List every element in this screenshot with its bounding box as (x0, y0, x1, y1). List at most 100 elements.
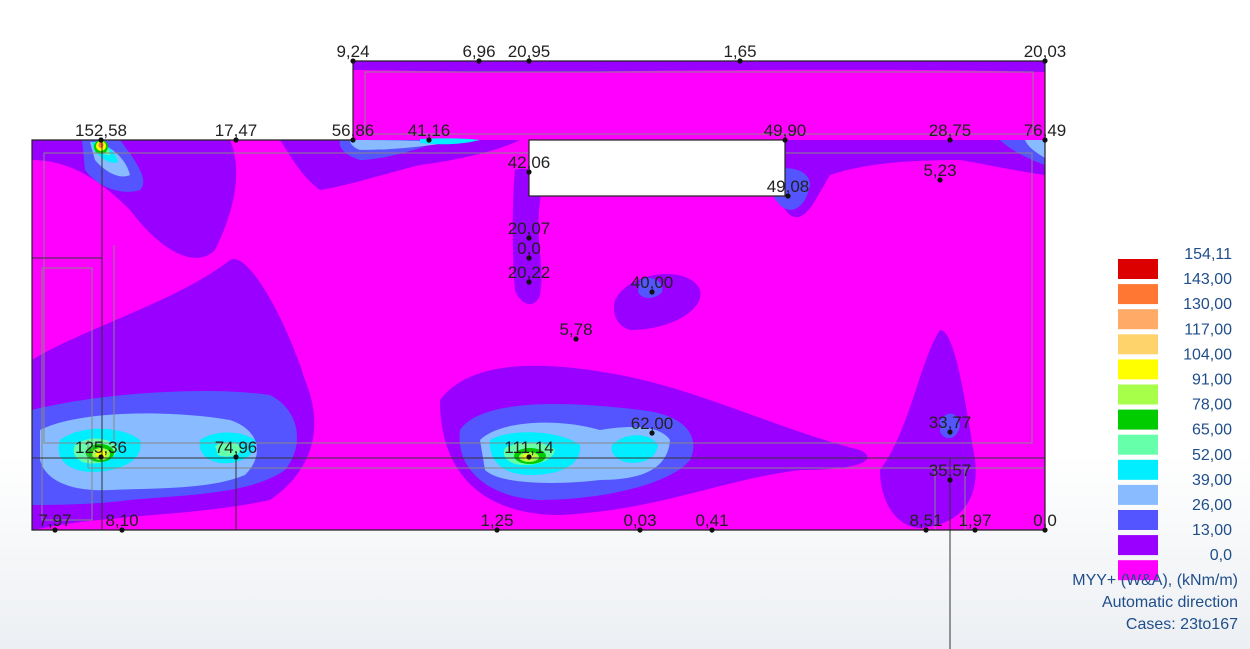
result-point (1042, 137, 1048, 143)
legend-value: 91,00 (1192, 372, 1232, 389)
result-point (526, 58, 532, 64)
contour-zone (215, 442, 242, 457)
point-value-label: 9,24 (336, 42, 369, 61)
result-point (526, 255, 532, 261)
point-value-label: 152,58 (75, 121, 127, 140)
point-value-label: 49,90 (764, 121, 807, 140)
result-point (350, 137, 356, 143)
result-point (737, 58, 743, 64)
legend-value: 65,00 (1192, 422, 1232, 439)
result-point (947, 137, 953, 143)
legend-swatch (1118, 359, 1158, 380)
legend-value: 154,11 (1184, 246, 1232, 263)
point-value-label: 8,10 (105, 511, 138, 530)
result-point (972, 527, 978, 533)
contour-zone (98, 142, 104, 148)
result-point (637, 527, 643, 533)
legend-value: 26,00 (1192, 497, 1232, 514)
legend-swatch (1118, 510, 1158, 530)
result-point (782, 137, 788, 143)
result-point (709, 527, 715, 533)
legend-value: 39,00 (1192, 472, 1232, 489)
point-value-label: 20,95 (508, 42, 551, 61)
contour-zone (940, 413, 960, 439)
result-point (494, 527, 500, 533)
legend-swatch (1118, 284, 1158, 305)
legend-cases: Cases: 23to167 (1125, 616, 1238, 633)
opening-outline (528, 139, 786, 197)
result-point (526, 279, 532, 285)
legend-swatch (1118, 434, 1158, 455)
point-value-label: 62,00 (631, 414, 674, 433)
contour-zone (420, 138, 480, 145)
result-point (937, 177, 943, 183)
result-point (526, 169, 532, 175)
contour-zone (353, 61, 1045, 72)
result-point (476, 58, 482, 64)
result-point (573, 336, 579, 342)
legend-swatch (1118, 484, 1158, 505)
point-value-label: 0,41 (695, 511, 728, 530)
legend-caption: MYY+ (W&A), (kNm/m) Automatic direction … (1000, 570, 1238, 636)
point-value-label: 35,57 (929, 461, 972, 480)
contour-zone (32, 140, 237, 258)
value-labels: 9,24 6,96 20,95 1,65 20,03 152,58 17,47 56,86 41… (38, 42, 1066, 533)
point-value-label: 0,0 (517, 239, 541, 258)
result-point (119, 527, 125, 533)
legend-quantity: MYY+ (W&A), (kNm/m) (1072, 572, 1238, 589)
result-point (649, 430, 655, 436)
legend-swatch (1118, 384, 1158, 405)
point-value-label: 33,77 (929, 413, 972, 432)
result-point (923, 527, 929, 533)
legend: 154,11 143,00 130,00 117,00 104,00 91,00 78,00… (1118, 246, 1232, 581)
result-point (1042, 527, 1048, 533)
legend-value: 52,00 (1192, 447, 1232, 464)
point-value-label: 0,03 (623, 511, 656, 530)
legend-value: 104,00 (1183, 346, 1232, 363)
point-value-label: 42,06 (508, 153, 551, 172)
point-value-label: 1,65 (723, 42, 756, 61)
legend-direction: Automatic direction (1101, 594, 1238, 611)
point-value-label: 20,22 (508, 263, 551, 282)
contour-level-143 (98, 142, 104, 148)
result-point (233, 137, 239, 143)
result-point (785, 193, 791, 199)
legend-swatch (1118, 309, 1158, 330)
legend-swatch (1118, 259, 1158, 279)
point-value-label: 28,75 (929, 121, 972, 140)
point-value-label: 40,00 (631, 273, 674, 292)
point-value-label: 49,08 (767, 177, 810, 196)
point-value-label: 0,0 (1033, 511, 1057, 530)
point-value-label: 5,78 (559, 320, 592, 339)
point-value-label: 1,97 (958, 511, 991, 530)
legend-value: 13,00 (1192, 522, 1232, 539)
result-point (98, 454, 104, 460)
point-value-label: 20,03 (1024, 42, 1067, 61)
legend-value: 0,0 (1210, 547, 1232, 564)
point-value-label: 5,23 (923, 161, 956, 180)
legend-swatch (1118, 560, 1158, 581)
point-value-label: 20,07 (508, 219, 551, 238)
point-value-label: 8,51 (909, 511, 942, 530)
point-value-label: 56,86 (332, 121, 375, 140)
beam-lines (32, 140, 1045, 649)
point-value-label: 111,14 (504, 438, 553, 457)
contour-zone (638, 278, 663, 298)
result-point (649, 289, 655, 295)
result-point (350, 58, 356, 64)
legend-swatch (1118, 535, 1158, 556)
result-point (98, 137, 104, 143)
point-value-label: 6,96 (462, 42, 495, 61)
point-value-label: 41,16 (408, 121, 451, 140)
legend-value: 117,00 (1184, 321, 1232, 338)
result-point (52, 527, 58, 533)
result-point (526, 454, 532, 460)
result-point (526, 235, 532, 241)
contour-zone (613, 273, 701, 330)
point-value-label: 17,47 (215, 121, 258, 140)
contour-zone (1025, 140, 1045, 158)
inner-panel-outline (41, 267, 93, 521)
legend-value: 143,00 (1183, 271, 1232, 288)
